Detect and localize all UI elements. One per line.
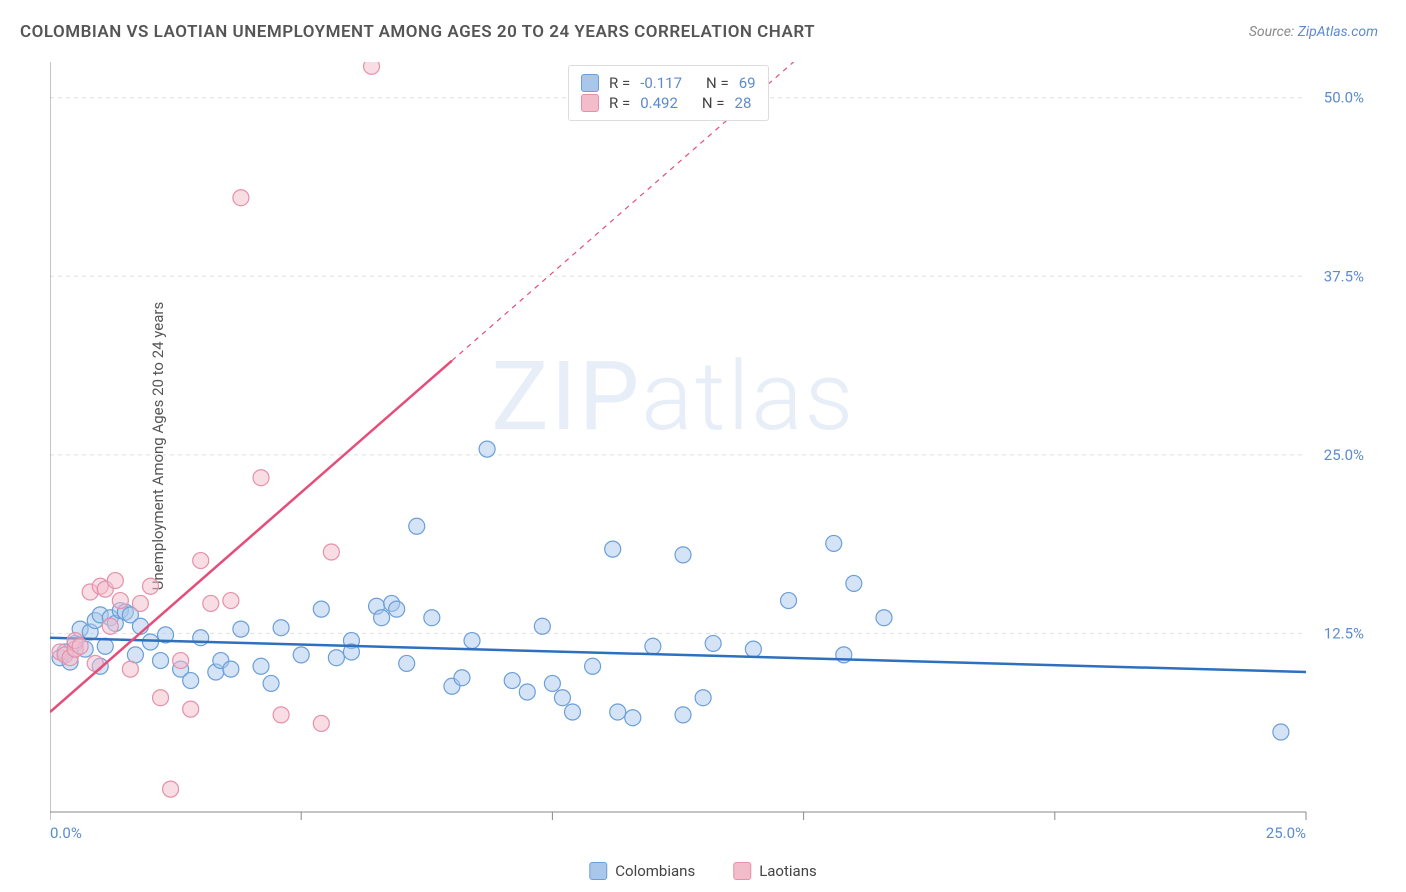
data-point [153, 690, 169, 706]
r-value: 0.492 [640, 94, 678, 112]
series-name: Colombians [615, 862, 695, 880]
data-point [293, 647, 309, 663]
data-point [132, 595, 148, 611]
data-point [675, 547, 691, 563]
data-point [399, 655, 415, 671]
data-point [127, 647, 143, 663]
data-point [112, 593, 128, 609]
data-point [183, 673, 199, 689]
legend-swatch [581, 94, 599, 112]
y-tick-label: 25.0% [1324, 446, 1364, 464]
data-point [781, 593, 797, 609]
data-point [585, 658, 601, 674]
data-point [163, 781, 179, 797]
series-legend-item: Colombians [589, 862, 695, 880]
y-tick-label: 12.5% [1324, 624, 1364, 642]
data-point [122, 661, 138, 677]
data-point [193, 553, 209, 569]
data-point [223, 593, 239, 609]
data-point [534, 618, 550, 634]
data-point [193, 630, 209, 646]
data-point [203, 595, 219, 611]
series-legend: Colombians Laotians [589, 862, 816, 880]
data-point [846, 575, 862, 591]
data-point [645, 638, 661, 654]
data-point [364, 62, 380, 74]
data-point [223, 661, 239, 677]
source-link[interactable]: ZipAtlas.com [1298, 24, 1378, 40]
legend-swatch [589, 862, 607, 880]
data-point [705, 635, 721, 651]
series-legend-item: Laotians [733, 862, 817, 880]
data-point [675, 707, 691, 723]
data-point [424, 610, 440, 626]
series-name: Laotians [759, 862, 817, 880]
data-point [273, 620, 289, 636]
data-point [323, 544, 339, 560]
data-point [695, 690, 711, 706]
legend-swatch [733, 862, 751, 880]
scatter-plot: 12.5% 25.0% 37.5% 50.0% 0.0% 25.0% [50, 62, 1376, 842]
data-point [454, 670, 470, 686]
data-point [173, 653, 189, 669]
data-point [72, 638, 88, 654]
data-point [233, 190, 249, 206]
data-point [233, 621, 249, 637]
r-value: -0.117 [640, 74, 682, 92]
data-point [253, 658, 269, 674]
n-value: 28 [735, 94, 752, 112]
n-label: N = [702, 94, 725, 112]
data-point [97, 638, 113, 654]
x-tick-label: 0.0% [50, 824, 82, 842]
chart-title: COLOMBIAN VS LAOTIAN UNEMPLOYMENT AMONG … [20, 22, 815, 42]
data-point [610, 704, 626, 720]
data-point [1273, 724, 1289, 740]
source-attribution: Source: ZipAtlas.com [1249, 24, 1378, 40]
chart-area: ZIPatlas 12.5%25.0%37.5%50.0%0.0%25.0% [50, 62, 1376, 842]
n-label: N = [706, 74, 729, 92]
data-point [142, 578, 158, 594]
data-point [876, 610, 892, 626]
stats-legend: R = -0.117 N = 69 R = 0.492 N = 28 [568, 65, 769, 121]
data-point [605, 541, 621, 557]
data-point [374, 610, 390, 626]
data-point [253, 470, 269, 486]
r-label: R = [609, 74, 630, 92]
data-point [107, 573, 123, 589]
stats-legend-row: R = 0.492 N = 28 [581, 94, 756, 112]
data-point [313, 715, 329, 731]
data-point [504, 673, 520, 689]
data-point [544, 675, 560, 691]
data-point [389, 601, 405, 617]
data-point [554, 690, 570, 706]
data-point [519, 684, 535, 700]
data-point [313, 601, 329, 617]
data-point [745, 641, 761, 657]
data-point [625, 710, 641, 726]
data-point [273, 707, 289, 723]
r-label: R = [609, 94, 630, 112]
data-point [564, 704, 580, 720]
y-tick-label: 37.5% [1324, 267, 1364, 285]
data-point [328, 650, 344, 666]
data-point [826, 535, 842, 551]
data-point [409, 518, 425, 534]
data-point [464, 633, 480, 649]
data-point [479, 441, 495, 457]
stats-legend-row: R = -0.117 N = 69 [581, 74, 756, 92]
trend-line [50, 361, 452, 712]
data-point [102, 618, 118, 634]
y-tick-label: 50.0% [1324, 89, 1364, 107]
data-point [263, 675, 279, 691]
n-value: 69 [739, 74, 756, 92]
source-label: Source: [1249, 24, 1294, 40]
data-point [153, 653, 169, 669]
x-tick-label: 25.0% [1266, 824, 1306, 842]
data-point [183, 701, 199, 717]
legend-swatch [581, 74, 599, 92]
data-point [142, 634, 158, 650]
